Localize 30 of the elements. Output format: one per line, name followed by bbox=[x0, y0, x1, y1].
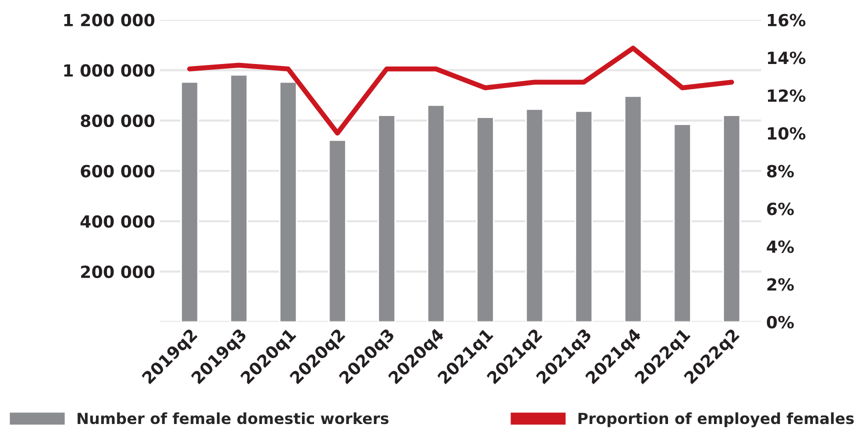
y-tick-label: 800 000 bbox=[80, 114, 154, 128]
bar bbox=[574, 110, 593, 322]
bar bbox=[279, 81, 298, 322]
bar bbox=[624, 95, 642, 322]
bar bbox=[722, 114, 741, 322]
y2-tick-label: 2% bbox=[767, 278, 794, 291]
bar bbox=[476, 116, 494, 322]
line-series bbox=[187, 46, 734, 136]
y-tick-label: 200 000 bbox=[81, 266, 154, 278]
bar bbox=[180, 81, 199, 322]
y-tick-label: 1 000 000 bbox=[64, 64, 154, 77]
y2-tick-label: 12% bbox=[768, 89, 806, 102]
y-tick-label: 1 200 000 bbox=[64, 14, 154, 26]
y2-tick-label: 16% bbox=[768, 14, 806, 26]
y-tick-label: 600 000 bbox=[80, 164, 154, 178]
y-tick-label: 400 000 bbox=[80, 215, 154, 228]
y2-tick-label: 6% bbox=[767, 202, 794, 216]
bar bbox=[525, 108, 544, 322]
legend-label: Number of female domestic workers bbox=[78, 412, 388, 424]
y2-tick-label: 4% bbox=[766, 240, 794, 253]
bar bbox=[673, 124, 692, 322]
bar bbox=[328, 139, 346, 322]
y2-tick-label: 0% bbox=[766, 316, 794, 328]
y2-tick-label: 10% bbox=[768, 127, 806, 140]
y2-tick-label: 8% bbox=[767, 164, 794, 178]
bar bbox=[378, 114, 396, 322]
legend-label: Proportion of employed females bbox=[578, 412, 854, 428]
bar bbox=[426, 104, 446, 322]
y2-tick-label: 14% bbox=[768, 52, 806, 64]
bar bbox=[230, 74, 248, 322]
